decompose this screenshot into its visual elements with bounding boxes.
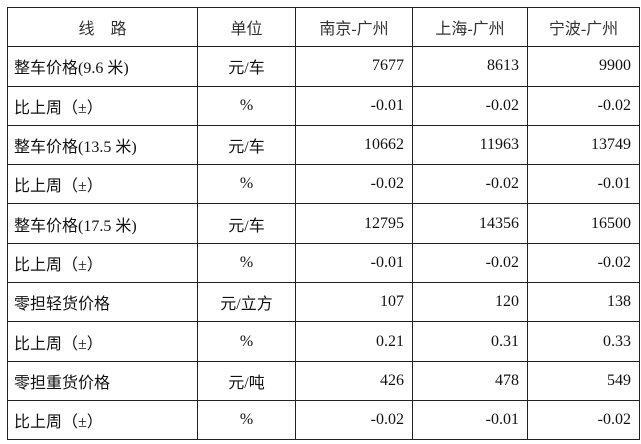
row-unit: % [197, 85, 296, 126]
row-value: -0.02 [527, 85, 640, 126]
row-label: 整车价格(17.5 米) [7, 203, 198, 244]
table-row: 整车价格(13.5 米) 元/车 10662 11963 13749 [7, 124, 640, 166]
row-value: 9900 [527, 46, 640, 87]
row-unit: % [197, 164, 296, 205]
row-value: -0.02 [295, 399, 413, 441]
row-label: 比上周（±） [7, 242, 198, 284]
header-row: 线 路 单位 南京-广州 上海-广州 宁波-广州 [7, 6, 640, 48]
row-label: 比上周（±） [7, 85, 198, 126]
row-value: -0.02 [412, 242, 528, 284]
row-value: 0.21 [295, 321, 413, 362]
row-value: -0.01 [295, 242, 413, 284]
row-value: 138 [527, 282, 640, 323]
row-label: 比上周（±） [7, 164, 198, 205]
row-value: 549 [527, 360, 640, 401]
row-unit: % [197, 399, 296, 441]
row-value: -0.02 [527, 242, 640, 284]
row-value: 478 [412, 360, 528, 401]
row-unit: 元/车 [197, 203, 296, 244]
row-value: 16500 [527, 203, 640, 244]
row-value: 0.33 [527, 321, 640, 362]
row-value: -0.01 [412, 399, 528, 441]
row-unit: 元/车 [197, 46, 296, 87]
row-unit: % [197, 321, 296, 362]
freight-price-table: 线 路 单位 南京-广州 上海-广州 宁波-广州 整车价格(9.6 米) 元/车 7… [7, 6, 640, 441]
header-shanghai-guangzhou: 上海-广州 [412, 6, 528, 48]
row-value: 7677 [295, 46, 413, 87]
row-value: 0.31 [412, 321, 528, 362]
table-row: 零担重货价格 元/吨 426 478 549 [7, 360, 640, 401]
table-row: 零担轻货价格 元/立方 107 120 138 [7, 282, 640, 323]
row-value: -0.01 [295, 85, 413, 126]
header-unit: 单位 [197, 6, 296, 48]
row-value: 14356 [412, 203, 528, 244]
row-label: 整车价格(13.5 米) [7, 124, 198, 166]
header-ningbo-guangzhou: 宁波-广州 [527, 6, 640, 48]
row-value: 426 [295, 360, 413, 401]
row-value: 11963 [412, 124, 528, 166]
row-value: 13749 [527, 124, 640, 166]
header-route: 线 路 [7, 6, 198, 48]
row-value: 107 [295, 282, 413, 323]
row-unit: % [197, 242, 296, 284]
row-value: -0.02 [295, 164, 413, 205]
row-value: 8613 [412, 46, 528, 87]
row-value: -0.02 [527, 399, 640, 441]
row-label: 比上周（±） [7, 399, 198, 441]
row-value: 120 [412, 282, 528, 323]
header-nanjing-guangzhou: 南京-广州 [295, 6, 413, 48]
row-label: 比上周（±） [7, 321, 198, 362]
row-value: 12795 [295, 203, 413, 244]
row-label: 零担重货价格 [7, 360, 198, 401]
row-unit: 元/吨 [197, 360, 296, 401]
table-row: 比上周（±）% 0.21 0.31 0.33 [7, 321, 640, 362]
row-unit: 元/立方 [197, 282, 296, 323]
table-row: 比上周（±）% -0.01 -0.02 -0.02 [7, 85, 640, 126]
row-value: -0.02 [412, 164, 528, 205]
table-row: 比上周（±）% -0.02 -0.01 -0.02 [7, 399, 640, 441]
table-row: 比上周（±）% -0.02 -0.02 -0.01 [7, 164, 640, 205]
table-row: 比上周（±）% -0.01 -0.02 -0.02 [7, 242, 640, 284]
table-row: 整车价格(17.5 米) 元/车 12795 14356 16500 [7, 203, 640, 244]
row-label: 整车价格(9.6 米) [7, 46, 198, 87]
row-value: 10662 [295, 124, 413, 166]
row-value: -0.02 [412, 85, 528, 126]
table-row: 整车价格(9.6 米) 元/车 7677 8613 9900 [7, 46, 640, 87]
row-label: 零担轻货价格 [7, 282, 198, 323]
row-value: -0.01 [527, 164, 640, 205]
row-unit: 元/车 [197, 124, 296, 166]
